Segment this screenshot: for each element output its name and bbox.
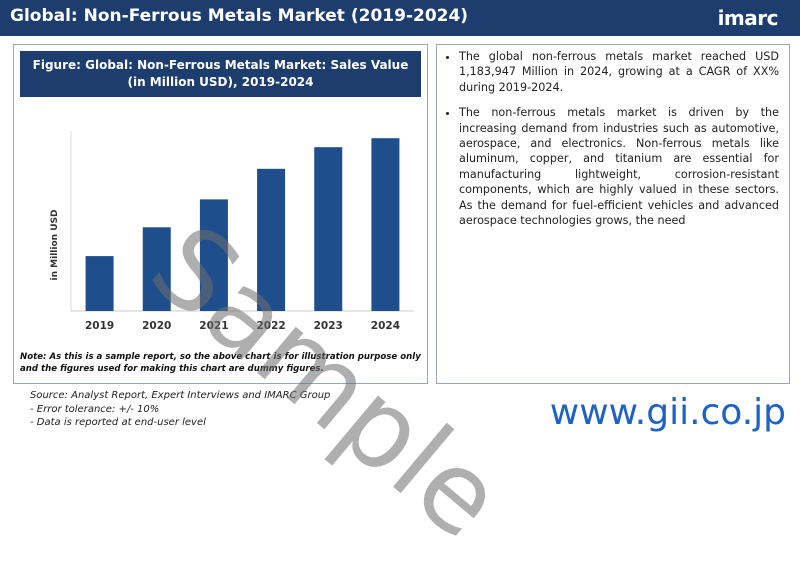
page: Global: Non-Ferrous Metals Market (2019-… — [0, 0, 800, 450]
bar — [199, 199, 228, 311]
source-line: - Error tolerance: +/- 10% — [30, 403, 160, 415]
x-tick-label: 2020 — [142, 320, 171, 332]
sources: Source: Analyst Report, Expert Interview… — [30, 389, 330, 430]
x-tick-label: 2021 — [199, 320, 228, 332]
bullet: The global non-ferrous metals market rea… — [459, 49, 779, 95]
note-box: Note: As this is a sample report, so the… — [20, 352, 421, 374]
note: Note: As this is a sample report, so the… — [20, 352, 421, 374]
bar — [257, 168, 286, 311]
x-tick-label: 2019 — [85, 320, 114, 332]
x-tick-label: 2022 — [256, 320, 285, 332]
x-tick-label: 2023 — [314, 320, 343, 332]
bullet-list: The global non-ferrous metals market rea… — [443, 49, 779, 228]
source-line: - Data is reported at end-user level — [30, 417, 206, 428]
footer-url: www.gii.co.jp — [549, 392, 786, 433]
bar — [142, 227, 171, 311]
chart-title-band — [20, 51, 421, 97]
logo: imarc — [717, 6, 779, 30]
chart-title-box: Figure: Global: Non-Ferrous Metals Marke… — [32, 58, 409, 89]
y-axis-label: in Million USD — [50, 210, 60, 281]
bullet: The non-ferrous metals market is driven … — [459, 105, 779, 228]
chart-title: Figure: Global: Non-Ferrous Metals Marke… — [32, 58, 409, 89]
source-line: Source: Analyst Report, Expert Interview… — [30, 390, 331, 401]
chart-panel: Figure: Global: Non-Ferrous Metals Marke… — [13, 44, 428, 384]
x-tick-label: 2024 — [371, 320, 400, 332]
header: Global: Non-Ferrous Metals Market (2019-… — [0, 0, 800, 36]
header-title: Global: Non-Ferrous Metals Market (2019-… — [10, 6, 469, 26]
bar — [371, 138, 400, 311]
bar — [85, 256, 114, 311]
bar — [314, 147, 343, 311]
text-panel: The global non-ferrous metals market rea… — [436, 44, 790, 384]
chart: Figure: Global: Non-Ferrous Metals Marke… — [20, 51, 421, 374]
